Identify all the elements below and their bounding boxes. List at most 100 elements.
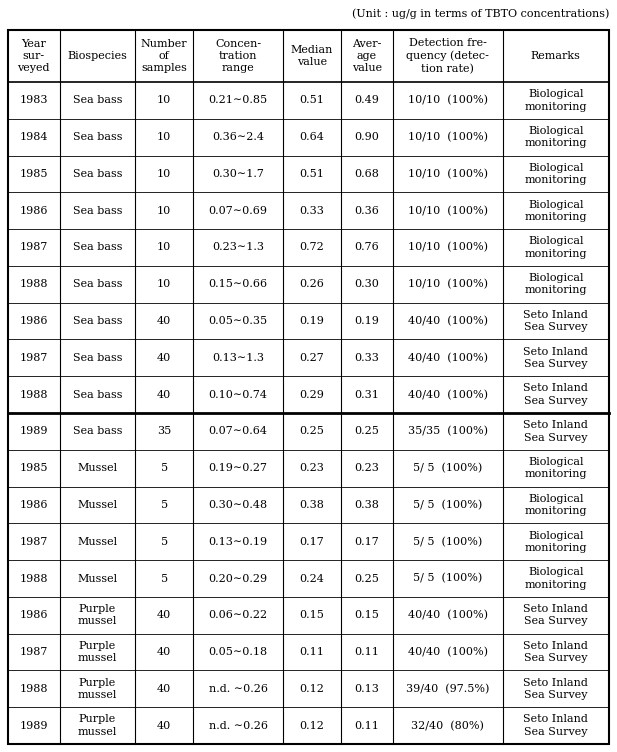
Text: 0.13: 0.13: [354, 684, 379, 694]
Text: 0.07∼0.64: 0.07∼0.64: [209, 426, 268, 436]
Text: 0.68: 0.68: [354, 169, 379, 179]
Text: 40: 40: [157, 684, 172, 694]
Text: Biological
monitoring: Biological monitoring: [524, 89, 587, 111]
Text: 0.19: 0.19: [299, 316, 325, 326]
Text: Biological
monitoring: Biological monitoring: [524, 494, 587, 516]
Text: 10/10  (100%): 10/10 (100%): [408, 279, 487, 290]
Text: 0.25: 0.25: [354, 426, 379, 436]
Text: 0.06∼0.22: 0.06∼0.22: [209, 611, 268, 620]
Text: Detection fre-
quency (detec-
tion rate): Detection fre- quency (detec- tion rate): [406, 38, 489, 74]
Text: 39/40  (97.5%): 39/40 (97.5%): [406, 684, 489, 694]
Text: 1989: 1989: [20, 426, 48, 436]
Text: Purple
mussel: Purple mussel: [78, 714, 117, 737]
Text: Mussel: Mussel: [77, 574, 117, 584]
Text: 1984: 1984: [20, 132, 48, 142]
Text: 0.07∼0.69: 0.07∼0.69: [209, 206, 268, 216]
Text: Biological
monitoring: Biological monitoring: [524, 162, 587, 185]
Text: Mussel: Mussel: [77, 463, 117, 473]
Text: Year
sur-
veyed: Year sur- veyed: [17, 38, 50, 74]
Text: 5: 5: [160, 500, 168, 510]
Text: Biological
monitoring: Biological monitoring: [524, 273, 587, 296]
Text: 5/ 5  (100%): 5/ 5 (100%): [413, 463, 482, 473]
Text: 0.27: 0.27: [300, 353, 325, 362]
Text: 10/10  (100%): 10/10 (100%): [408, 132, 487, 142]
Text: 0.21∼0.85: 0.21∼0.85: [209, 96, 268, 105]
Text: 1986: 1986: [20, 206, 48, 216]
Text: Sea bass: Sea bass: [73, 169, 122, 179]
Text: 1988: 1988: [20, 684, 48, 694]
Text: 0.05∼0.35: 0.05∼0.35: [209, 316, 268, 326]
Text: 40/40  (100%): 40/40 (100%): [408, 390, 487, 400]
Text: 5: 5: [160, 537, 168, 547]
Text: 1986: 1986: [20, 316, 48, 326]
Text: Mussel: Mussel: [77, 537, 117, 547]
Text: 10: 10: [157, 132, 172, 142]
Text: 40/40  (100%): 40/40 (100%): [408, 316, 487, 326]
Text: 1988: 1988: [20, 574, 48, 584]
Text: 40: 40: [157, 647, 172, 657]
Text: 0.11: 0.11: [354, 647, 379, 657]
Text: 1987: 1987: [20, 647, 48, 657]
Text: Sea bass: Sea bass: [73, 96, 122, 105]
Text: 40: 40: [157, 720, 172, 731]
Text: 0.20∼0.29: 0.20∼0.29: [209, 574, 268, 584]
Text: 1987: 1987: [20, 242, 48, 253]
Text: n.d. ∼0.26: n.d. ∼0.26: [209, 684, 268, 694]
Text: Biological
monitoring: Biological monitoring: [524, 126, 587, 148]
Text: 0.25: 0.25: [299, 426, 325, 436]
Text: 0.19: 0.19: [354, 316, 379, 326]
Text: 0.10∼0.74: 0.10∼0.74: [209, 390, 268, 399]
Text: 1988: 1988: [20, 279, 48, 290]
Text: 10: 10: [157, 206, 172, 216]
Text: 0.26: 0.26: [299, 279, 325, 290]
Text: Purple
mussel: Purple mussel: [78, 641, 117, 663]
Text: 0.51: 0.51: [299, 169, 325, 179]
Text: 1988: 1988: [20, 390, 48, 399]
Text: 40: 40: [157, 611, 172, 620]
Text: 35: 35: [157, 426, 172, 436]
Text: 0.72: 0.72: [300, 242, 325, 253]
Text: Number
of
samples: Number of samples: [141, 38, 188, 74]
Text: 0.38: 0.38: [299, 500, 325, 510]
Text: 10: 10: [157, 96, 172, 105]
Text: 10/10  (100%): 10/10 (100%): [408, 96, 487, 105]
Text: Seto Inland
Sea Survey: Seto Inland Sea Survey: [523, 347, 588, 369]
Text: Biological
monitoring: Biological monitoring: [524, 236, 587, 259]
Text: 0.17: 0.17: [300, 537, 325, 547]
Text: 40/40  (100%): 40/40 (100%): [408, 610, 487, 620]
Text: n.d. ∼0.26: n.d. ∼0.26: [209, 720, 268, 731]
Text: 40: 40: [157, 353, 172, 362]
Text: 0.30∼0.48: 0.30∼0.48: [209, 500, 268, 510]
Text: 10/10  (100%): 10/10 (100%): [408, 242, 487, 253]
Text: Seto Inland
Sea Survey: Seto Inland Sea Survey: [523, 604, 588, 626]
Text: 1985: 1985: [20, 169, 48, 179]
Text: Mussel: Mussel: [77, 500, 117, 510]
Text: 0.15: 0.15: [299, 611, 325, 620]
Text: Seto Inland
Sea Survey: Seto Inland Sea Survey: [523, 384, 588, 406]
Text: 1989: 1989: [20, 720, 48, 731]
Text: 1983: 1983: [20, 96, 48, 105]
Text: 0.36∼2.4: 0.36∼2.4: [212, 132, 264, 142]
Text: Sea bass: Sea bass: [73, 426, 122, 436]
Text: 0.23∼1.3: 0.23∼1.3: [212, 242, 264, 253]
Text: 32/40  (80%): 32/40 (80%): [411, 720, 484, 731]
Text: 0.76: 0.76: [355, 242, 379, 253]
Text: 0.15: 0.15: [354, 611, 379, 620]
Text: 0.33: 0.33: [354, 353, 379, 362]
Text: 35/35  (100%): 35/35 (100%): [408, 426, 487, 437]
Text: 10: 10: [157, 242, 172, 253]
Text: 0.25: 0.25: [354, 574, 379, 584]
Text: Concen-
tration
range: Concen- tration range: [215, 38, 261, 74]
Text: 40: 40: [157, 316, 172, 326]
Text: 10: 10: [157, 279, 172, 290]
Text: 5/ 5  (100%): 5/ 5 (100%): [413, 573, 482, 584]
Text: Sea bass: Sea bass: [73, 353, 122, 362]
Text: Seto Inland
Sea Survey: Seto Inland Sea Survey: [523, 420, 588, 443]
Text: 0.13∼1.3: 0.13∼1.3: [212, 353, 264, 362]
Text: 40/40  (100%): 40/40 (100%): [408, 647, 487, 657]
Text: Remarks: Remarks: [531, 51, 581, 61]
Text: Biological
monitoring: Biological monitoring: [524, 530, 587, 553]
Text: 0.15∼0.66: 0.15∼0.66: [209, 279, 268, 290]
Text: 0.64: 0.64: [299, 132, 325, 142]
Text: 0.49: 0.49: [354, 96, 379, 105]
